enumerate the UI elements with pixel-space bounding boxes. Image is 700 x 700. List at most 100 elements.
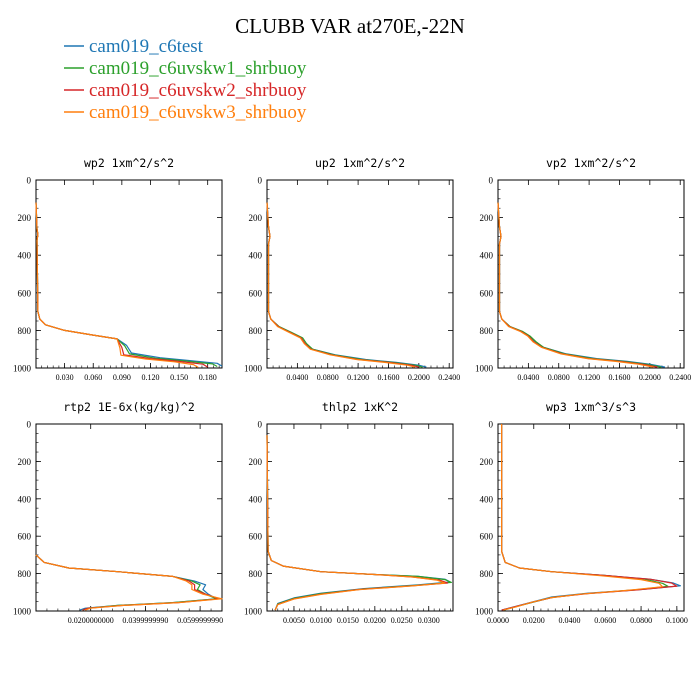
- series-line-1: [266, 435, 451, 611]
- panels: wp2 1xm^2/s^2 0 200 400 600 800 1000 0.030 0.060…: [13, 156, 691, 625]
- panel-title: wp2 1xm^2/s^2: [84, 156, 174, 170]
- x-tick-label: 0.1600: [608, 373, 630, 382]
- y-tick-label: 600: [18, 288, 32, 298]
- y-tick-label: 600: [249, 288, 263, 298]
- y-tick-label: 0: [489, 420, 494, 430]
- y-tick-label: 200: [480, 213, 494, 223]
- series-line-2: [497, 202, 662, 368]
- panel-title: thlp2 1xK^2: [322, 400, 398, 414]
- plot-frame: [497, 179, 685, 369]
- legend: cam019_c6testcam019_c6uvskw1_shrbuoycam0…: [64, 36, 307, 123]
- x-tick-label: 0.0200000000: [68, 616, 114, 625]
- x-tick-label: 0.150: [170, 373, 188, 382]
- y-tick-label: 600: [18, 532, 32, 542]
- legend-label-4: cam019_c6uvskw3_shrbuoy: [89, 102, 307, 123]
- x-tick-label: 0.0800: [548, 373, 570, 382]
- series-line-2: [266, 202, 423, 368]
- panel-1: wp2 1xm^2/s^2 0 200 400 600 800 1000 0.030 0.060…: [13, 156, 223, 382]
- y-tick-label: 400: [480, 251, 494, 261]
- y-tick-label: 1000: [244, 607, 263, 617]
- y-tick-label: 200: [18, 457, 32, 467]
- series-line-3: [266, 435, 449, 611]
- y-tick-label: 400: [249, 494, 263, 504]
- y-tick-label: 200: [249, 213, 263, 223]
- x-tick-label: 0.2000: [639, 373, 661, 382]
- panel-title: wp3 1xm^3/s^3: [546, 400, 636, 414]
- series-line-4: [501, 424, 664, 611]
- series-line-4: [266, 202, 416, 368]
- y-tick-label: 200: [480, 457, 494, 467]
- x-tick-label: 0.0200: [523, 616, 545, 625]
- x-tick-label: 0.0800: [630, 616, 652, 625]
- x-tick-label: 0.0400: [517, 373, 539, 382]
- series-line-3: [497, 202, 658, 368]
- panel-title: up2 1xm^2/s^2: [315, 156, 405, 170]
- x-tick-label: 0.0599999990: [177, 616, 223, 625]
- y-tick-label: 1000: [475, 607, 494, 617]
- panel-3: vp2 1xm^2/s^2 0 200 400 600 800 1000 0.0400 0.08…: [475, 156, 691, 382]
- series-line-3: [501, 424, 678, 611]
- y-tick-label: 200: [249, 457, 263, 467]
- plot-frame: [35, 423, 223, 612]
- y-tick-label: 0: [489, 176, 494, 186]
- panel-title: rtp2 1E-6x(kg/kg)^2: [63, 400, 195, 414]
- x-tick-label: 0.1200: [578, 373, 600, 382]
- y-tick-label: 800: [249, 326, 263, 336]
- y-tick-label: 800: [18, 569, 32, 579]
- x-tick-label: 0.0399999990: [122, 616, 168, 625]
- y-tick-label: 400: [249, 251, 263, 261]
- y-tick-label: 1000: [244, 364, 263, 374]
- series-line-2: [501, 424, 669, 611]
- panel-title: vp2 1xm^2/s^2: [546, 156, 636, 170]
- series-line-1: [497, 202, 666, 368]
- plot-frame: [35, 179, 223, 369]
- plot-frame: [266, 179, 454, 369]
- series-line-2: [35, 202, 218, 368]
- x-tick-label: 0.0200: [364, 616, 386, 625]
- x-tick-label: 0.2400: [438, 373, 460, 382]
- series-line-3: [266, 202, 419, 368]
- y-tick-label: 800: [480, 326, 494, 336]
- x-tick-label: 0.180: [199, 373, 217, 382]
- series-line-1: [35, 202, 223, 367]
- y-tick-label: 1000: [13, 607, 32, 617]
- panel-4: rtp2 1E-6x(kg/kg)^2 0 200 400 600 800 1000 0.02…: [13, 400, 223, 625]
- x-tick-label: 0.2400: [669, 373, 691, 382]
- y-tick-label: 600: [249, 532, 263, 542]
- y-tick-label: 600: [480, 532, 494, 542]
- x-tick-label: 0.2000: [408, 373, 430, 382]
- x-tick-label: 0.0400: [286, 373, 308, 382]
- series-line-4: [497, 202, 654, 368]
- y-tick-label: 800: [249, 569, 263, 579]
- legend-label-3: cam019_c6uvskw2_shrbuoy: [89, 80, 307, 101]
- x-tick-label: 0.0300: [418, 616, 440, 625]
- x-tick-label: 0.0050: [283, 616, 305, 625]
- y-tick-label: 800: [18, 326, 32, 336]
- series-line-1: [266, 202, 427, 368]
- x-tick-label: 0.1000: [666, 616, 688, 625]
- x-tick-label: 0.0100: [310, 616, 332, 625]
- x-tick-label: 0.0800: [317, 373, 339, 382]
- y-tick-label: 0: [258, 176, 263, 186]
- x-tick-label: 0.0250: [391, 616, 413, 625]
- legend-label-2: cam019_c6uvskw1_shrbuoy: [89, 58, 307, 79]
- x-tick-label: 0.090: [113, 373, 131, 382]
- series-line-4: [35, 554, 223, 611]
- y-tick-label: 400: [480, 494, 494, 504]
- series-line-4: [266, 435, 446, 611]
- y-tick-label: 400: [18, 251, 32, 261]
- y-tick-label: 600: [480, 288, 494, 298]
- y-tick-label: 800: [480, 569, 494, 579]
- x-tick-label: 0.120: [141, 373, 159, 382]
- y-tick-label: 1000: [475, 364, 494, 374]
- y-tick-label: 200: [18, 213, 32, 223]
- x-tick-label: 0.0150: [337, 616, 359, 625]
- y-tick-label: 1000: [13, 364, 32, 374]
- series-line-4: [35, 202, 199, 368]
- panel-2: up2 1xm^2/s^2 0 200 400 600 800 1000 0.0400 0.08…: [244, 156, 460, 382]
- x-tick-label: 0.1600: [377, 373, 399, 382]
- x-tick-label: 0.0000: [487, 616, 509, 625]
- x-tick-label: 0.030: [56, 373, 74, 382]
